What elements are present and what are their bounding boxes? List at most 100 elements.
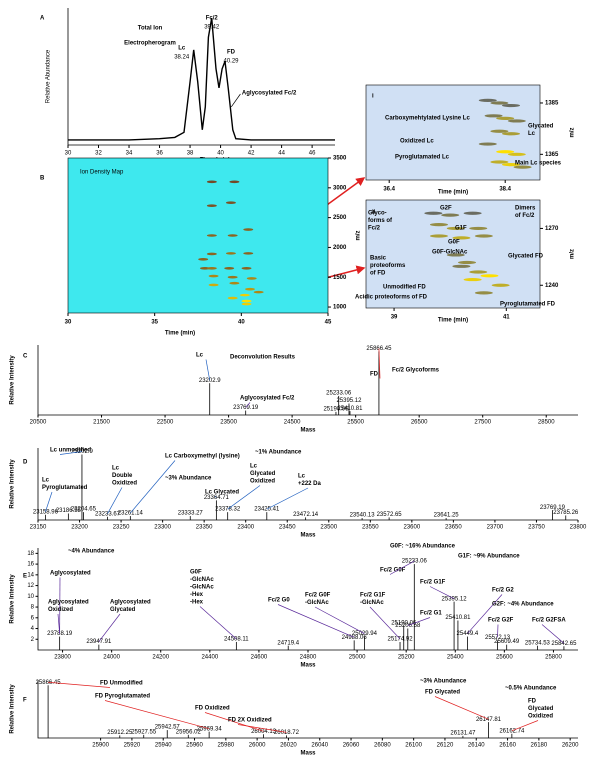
annotation: Dimers (515, 206, 536, 212)
peak-label: 25956.02 (176, 729, 202, 735)
annotation: Carboxymehtylated Lysine Lc (385, 116, 470, 122)
axis (37, 548, 578, 651)
intensity-spot (227, 234, 238, 237)
annotation: Main Lc species (515, 161, 562, 167)
y-tick-label: 3000 (333, 185, 347, 191)
peak-label: 23425.41 (254, 507, 280, 513)
annotation: Fc/2 G0F (305, 593, 331, 599)
annotation: Glycated FD (508, 254, 544, 260)
peak-label: 23785.26 (553, 510, 579, 516)
annotation: Fc/2 G2FSA (532, 618, 566, 624)
x-tick-label: 25900 (92, 743, 109, 749)
annotation: -GlcNAc (190, 585, 214, 591)
peak-label: 23378.32 (215, 507, 241, 513)
annotation-arrow (511, 720, 539, 732)
peak-label: 25927.55 (131, 729, 157, 735)
intensity-spot (424, 211, 443, 215)
annotation: Lc Glycated (205, 490, 239, 496)
intensity-spot (206, 204, 217, 207)
annotation: Oxidized (528, 714, 553, 720)
x-tick-label: 26160 (499, 743, 516, 749)
y-tick-label: 1240 (545, 283, 559, 289)
intensity-spot (446, 253, 465, 257)
peak-label: 24508.11 (224, 637, 249, 643)
annotation-arrow (98, 613, 121, 642)
peak-label: 25395.12 (442, 596, 468, 602)
peak-label: 25395.12 (336, 398, 362, 404)
peak-time: 40.29 (223, 59, 239, 65)
peak-label: 25572.13 (485, 635, 511, 641)
intensity-spot (206, 266, 217, 270)
annotation: Lc (298, 474, 306, 480)
intensity-spot (241, 302, 252, 306)
annotation: Pyroglutamated Lc (395, 155, 450, 161)
x-tick-label: 26500 (411, 420, 428, 426)
peak-label: 26018.72 (274, 730, 300, 736)
annotation-arrow (369, 606, 401, 640)
x-tick-label: 38.4 (499, 187, 511, 193)
x-tick-label: 25400 (447, 655, 464, 661)
x-axis-label: Time (min) (438, 190, 468, 196)
y-tick-label: 8 (31, 605, 35, 611)
intensity-spot (429, 234, 448, 238)
axis (37, 345, 578, 416)
x-tick-label: 26080 (374, 743, 391, 749)
panel-label: i (372, 94, 374, 100)
annotation-arrow (227, 485, 261, 510)
annotation: Unmodified FD (383, 285, 426, 291)
intensity-spot (490, 129, 509, 133)
x-tick-label: 38 (187, 151, 194, 157)
peak-label: 25609.49 (494, 639, 520, 645)
annotation: -GlcNAc (360, 600, 384, 606)
panel-label: D (23, 460, 28, 466)
annotation: Acidic proteoforms of FD (355, 295, 428, 301)
heatmap-background (67, 157, 329, 314)
intensity-spot (469, 226, 488, 231)
annotation-arrow (237, 724, 287, 733)
y-axis-label: m/z (570, 249, 576, 259)
trace (68, 17, 335, 141)
peak-label: 25734.53 (525, 640, 551, 646)
y-tick-label: 1500 (333, 275, 347, 281)
y-tick-label: 2000 (333, 245, 347, 251)
intensity-spot (206, 234, 217, 237)
x-tick-label: 26180 (531, 743, 548, 749)
intensity-spot (243, 228, 254, 231)
y-axis-label: Relative Intensity (10, 459, 16, 509)
annotation: ~1% Abundance (255, 450, 302, 456)
intensity-spot (206, 180, 217, 184)
intensity-spot (225, 252, 236, 255)
annotation: Lc (196, 353, 204, 359)
peak-label: 26162.74 (499, 728, 525, 734)
y-tick-label: 10 (27, 594, 34, 600)
annotation-arrow (45, 491, 53, 512)
annotation: Double (112, 473, 133, 479)
x-tick-label: 39 (391, 315, 398, 321)
x-tick-label: 44 (278, 151, 285, 157)
annotation: Fc/2 (368, 226, 381, 232)
annotation: G0F (190, 570, 202, 576)
annotation: Pyroglutamated (42, 485, 88, 491)
x-tick-label: 24800 (300, 655, 317, 661)
intensity-spot (446, 226, 465, 231)
annotation: Basic (370, 256, 387, 262)
peak-label: 25206.58 (395, 623, 421, 629)
annotation: Glycated (250, 471, 276, 477)
intensity-spot (502, 103, 520, 108)
annotation-arrow (378, 348, 381, 379)
peak-label: 25233.06 (402, 559, 428, 565)
peak-label: 26004.13 (251, 729, 277, 735)
x-tick-label: 36.4 (383, 187, 395, 193)
annotation-arrow (245, 402, 251, 408)
annotation: Fc/2 G2F (488, 618, 514, 624)
intensity-spot (441, 213, 460, 217)
intensity-spot (208, 283, 219, 287)
annotation: -Hex (190, 592, 204, 598)
annotation: Fc/2 G1F (360, 593, 386, 599)
peak-label: 25233.06 (326, 390, 352, 396)
x-tick-label: 23700 (487, 525, 504, 531)
intensity-spot (463, 277, 482, 282)
x-tick-label: 24500 (284, 420, 301, 426)
intensity-spot (224, 266, 235, 270)
annotation: Oxidized (112, 481, 137, 487)
